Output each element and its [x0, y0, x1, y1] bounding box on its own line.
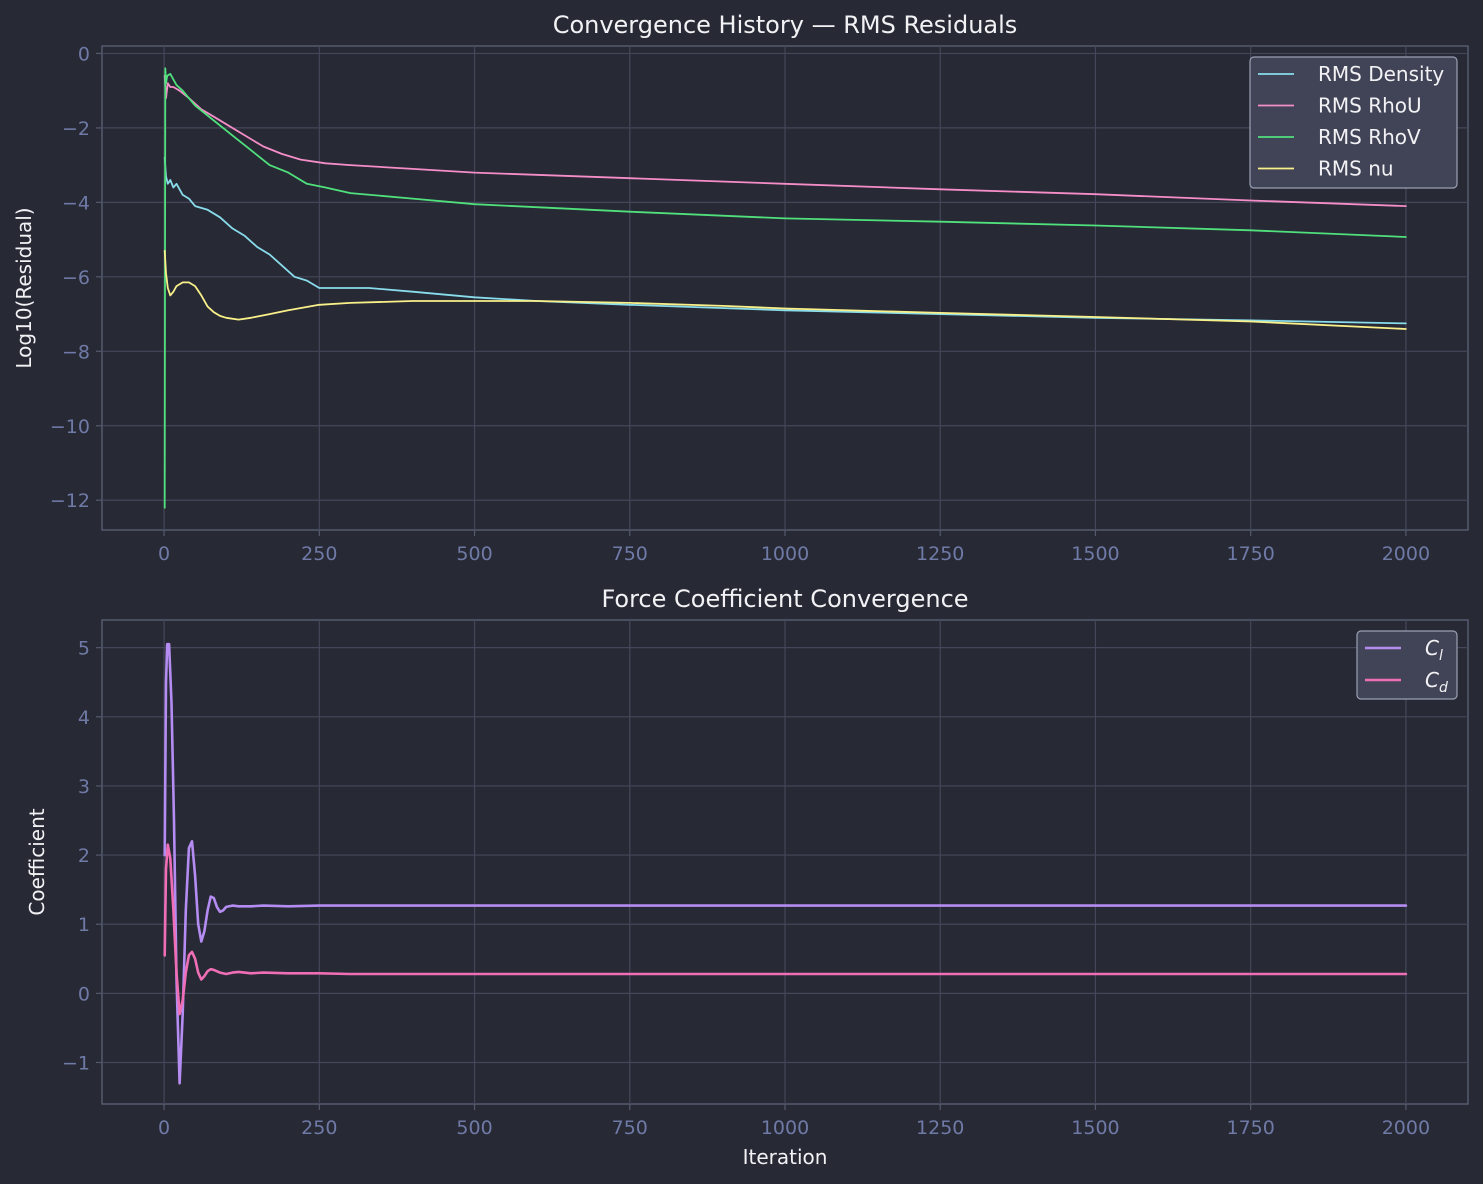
residuals-x-tick-label: 2000 [1382, 543, 1430, 565]
legend-label-rms-rhov: RMS RhoV [1318, 125, 1421, 149]
residuals-y-tick-label: 0 [78, 43, 90, 65]
force-x-tick-label: 2000 [1382, 1117, 1430, 1139]
residuals-legend-box [1249, 56, 1458, 189]
residuals-legend: RMS Density RMS RhoU RMS RhoV RMS nu [1249, 56, 1458, 189]
residuals-y-tick-label: −6 [62, 267, 90, 289]
force-chart-title: Force Coefficient Convergence [601, 585, 968, 613]
force-x-axis-label: Iteration [743, 1145, 828, 1169]
residuals-x-tick-label: 1000 [761, 543, 809, 565]
residuals-x-tick-label: 250 [301, 543, 337, 565]
legend-label-subscript: d [1439, 680, 1448, 696]
force-y-tick-label: 1 [78, 914, 90, 936]
residuals-y-axis-label: Log10(Residual) [12, 207, 36, 368]
residuals-y-tick-label: −12 [50, 490, 90, 512]
legend-label-rms-density: RMS Density [1318, 62, 1444, 86]
residuals-series [163, 67, 1407, 509]
legend-label-subscript: l [1439, 648, 1443, 664]
residuals-x-tick-label: 750 [612, 543, 648, 565]
series-line-rms-rhou [163, 74, 1407, 208]
series-line-c-l [163, 642, 1408, 1085]
force-x-tick-label: 0 [158, 1117, 170, 1139]
legend-label-main: C [1425, 636, 1439, 660]
force-x-tick-label: 1250 [916, 1117, 964, 1139]
legend-label-main: C [1425, 668, 1439, 692]
force-x-tick-label: 1750 [1227, 1117, 1275, 1139]
force-x-tick-label: 1500 [1071, 1117, 1119, 1139]
force-y-tick-label: −1 [62, 1053, 90, 1075]
force-y-tick-label: 4 [78, 707, 90, 729]
residuals-x-tick-label: 1750 [1227, 543, 1275, 565]
residuals-x-tick-label: 500 [456, 543, 492, 565]
legend-label-rms-rhou: RMS RhoU [1318, 94, 1422, 118]
force-coefficient-panel: 0 250 500 750 1000 1250 1500 1750 2000 543210−1 … [25, 585, 1469, 1169]
residuals-x-tick-label: 0 [158, 543, 170, 565]
series-line-rms-density [163, 156, 1407, 325]
force-x-tick-label: 500 [456, 1117, 492, 1139]
residuals-chart-title: Convergence History — RMS Residuals [553, 11, 1018, 39]
series-line-c-d [163, 843, 1408, 1016]
force-y-ticks: 5 4 3 2 1 0 −1 [62, 638, 102, 1075]
residuals-y-tick-label: −8 [62, 341, 90, 363]
legend-label-rms-nu: RMS nu [1318, 157, 1394, 181]
series-line-rms-nu [163, 249, 1407, 330]
residuals-y-tick-label: −2 [62, 118, 90, 140]
legend-label-c-d: Cd [1425, 668, 1448, 696]
residuals-x-ticks: 0 250 500 750 1000 1250 1500 1750 2000 [158, 530, 1430, 565]
force-y-tick-label: 5 [78, 638, 90, 660]
residuals-x-tick-label: 1250 [916, 543, 964, 565]
residuals-y-tick-label: −4 [62, 192, 90, 214]
force-x-tick-label: 750 [612, 1117, 648, 1139]
force-grid [102, 620, 1468, 1104]
residuals-grid [102, 46, 1468, 530]
series-line-rms-rhov [163, 67, 1407, 509]
force-x-ticks: 0 250 500 750 1000 1250 1500 1750 2000 [158, 1104, 1430, 1139]
force-y-tick-label: 2 [78, 845, 90, 867]
force-y-tick-label: 0 [78, 983, 90, 1005]
residuals-y-tick-label: −10 [50, 416, 90, 438]
force-y-tick-label: 3 [78, 776, 90, 798]
force-y-axis-label: Coefficient [25, 808, 49, 915]
residuals-panel: 0 250 500 750 1000 1250 1500 1750 2000 0 −2 −4 −6 −8… [12, 11, 1469, 565]
legend-label-c-l: Cl [1425, 636, 1443, 664]
force-x-tick-label: 1000 [761, 1117, 809, 1139]
force-x-tick-label: 250 [301, 1117, 337, 1139]
residuals-y-ticks: 0 −2 −4 −6 −8 −10 −12 [50, 43, 102, 512]
residuals-x-tick-label: 1500 [1071, 543, 1119, 565]
force-series [163, 642, 1408, 1085]
